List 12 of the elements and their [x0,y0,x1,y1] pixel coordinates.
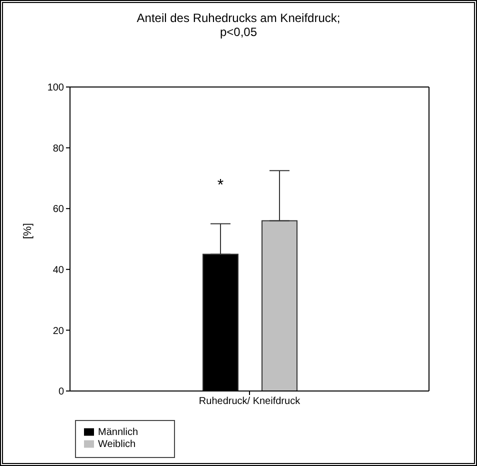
y-tick-label: 80 [52,143,64,154]
annotation: * [217,177,224,194]
y-tick-label: 20 [52,326,64,337]
y-tick-label: 60 [52,204,64,216]
legend-label: Männlich [98,427,138,438]
y-tick-label: 40 [52,264,64,276]
x-tick-label: Ruhedruck/ Kneifdruck [198,396,302,408]
chart-title: Anteil des Ruhedrucks am Kneifdruck; p<0,05 [136,11,342,39]
y-tick-label: 100 [47,82,64,94]
y-tick-label: 0 [58,386,64,398]
y-axis-title: [%] [22,223,34,239]
legend-label: Weiblich [98,439,136,450]
